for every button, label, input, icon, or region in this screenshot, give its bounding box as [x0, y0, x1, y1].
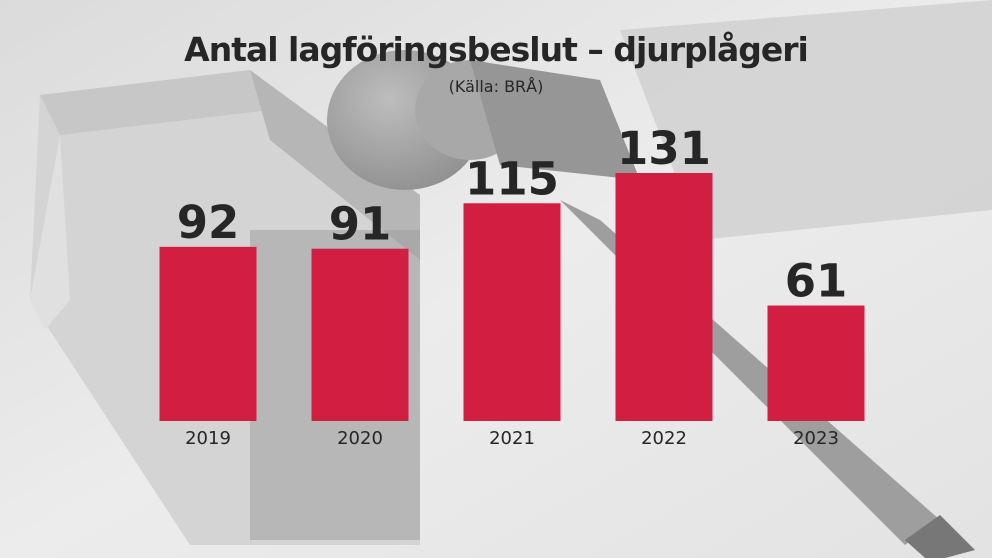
- bar-2019: [159, 246, 257, 421]
- bar-2022: [615, 173, 713, 421]
- data-label-2020: 91: [329, 198, 392, 251]
- x-tick-label-2019: 2019: [185, 428, 231, 449]
- x-tick-label-2022: 2022: [641, 428, 687, 449]
- bar-2023: [767, 305, 865, 421]
- data-label-2023: 61: [785, 255, 848, 308]
- chart-subtitle: (Källa: BRÅ): [448, 77, 544, 96]
- bar-2020: [311, 248, 409, 421]
- x-tick-label-2021: 2021: [489, 428, 535, 449]
- data-label-2021: 115: [465, 152, 559, 205]
- x-tick-label-2020: 2020: [337, 428, 383, 449]
- chart-title: Antal lagföringsbeslut – djurplågeri: [184, 30, 809, 69]
- bar-2021: [463, 203, 561, 421]
- data-label-2022: 131: [617, 122, 711, 175]
- data-label-2019: 92: [177, 196, 240, 249]
- x-tick-label-2023: 2023: [793, 428, 839, 449]
